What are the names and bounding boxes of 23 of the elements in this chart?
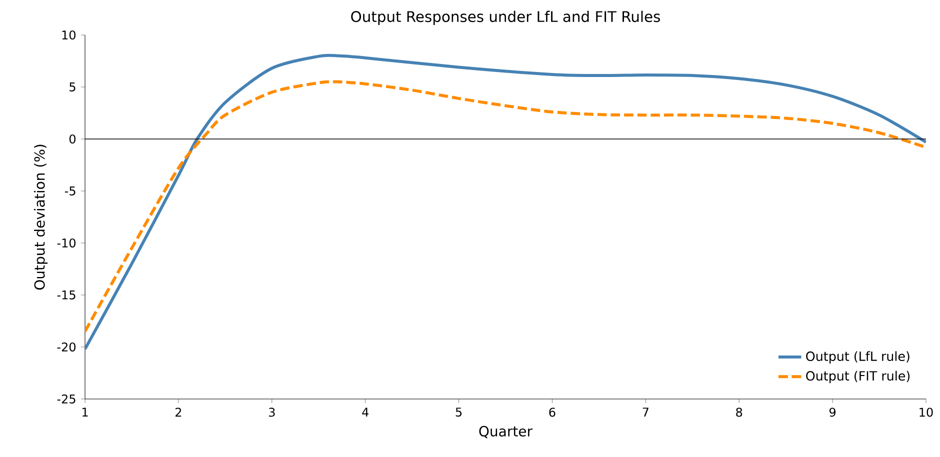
y-tick-label: -25 [57,394,76,404]
x-axis-title: Quarter [479,426,533,438]
y-tick-label: 5 [70,82,76,92]
y-tick-label: 0 [69,134,76,144]
x-tick-label: 7 [642,408,648,416]
x-tick-label: 10 [920,408,933,417]
y-tick-label: -20 [57,342,76,352]
x-tick-label: 8 [736,408,742,417]
x-tick-label: 3 [268,408,275,417]
x-tick-label: 4 [362,408,368,416]
legend-label: Output (FIT rule) [806,370,910,384]
y-axis-title: Output deviation (%) [34,144,48,290]
x-tick-label: 9 [829,408,836,417]
y-tick-label: 10 [62,30,76,40]
x-tick-label: 5 [456,408,462,417]
x-tick-label: 6 [549,408,556,417]
chart-title: Output Responses under LfL and FIT Rules [351,10,660,25]
x-tick-label: 1 [82,408,88,416]
y-tick-label: -10 [57,238,76,248]
legend-label: Output (LfL rule) [806,351,910,364]
y-tick-label: -5 [64,186,76,196]
x-tick-label: 2 [176,408,182,417]
y-tick-label: -15 [57,290,76,300]
